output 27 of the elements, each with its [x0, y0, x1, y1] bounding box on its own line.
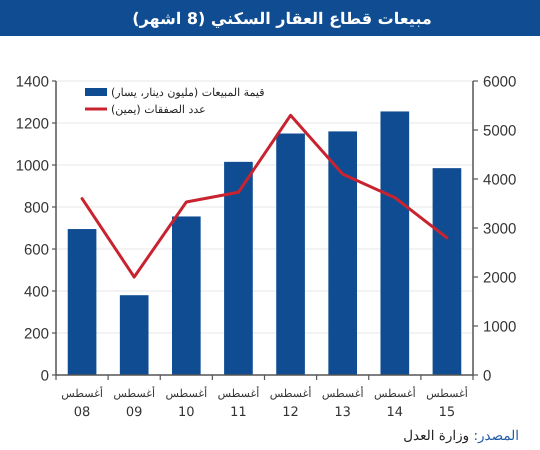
bar — [432, 168, 462, 375]
y2-tick-label: 4000 — [483, 171, 516, 188]
bar — [120, 295, 149, 375]
y2-tick-label: 2000 — [483, 269, 516, 286]
y2-tick-label: 5000 — [483, 122, 516, 140]
bar — [328, 131, 358, 375]
text: المصدر: وزارة العدل — [403, 428, 519, 444]
y2-tick-label: 6000 — [483, 73, 516, 90]
bar — [380, 111, 410, 375]
y2-tick-label: 1000 — [483, 318, 516, 336]
y2-tick-label: 0 — [483, 367, 492, 384]
legend-label: عدد الصفقات (يمين) — [111, 102, 206, 116]
y-tick-label: 1400 — [16, 73, 49, 90]
y-tick-label: 200 — [24, 325, 49, 342]
y-tick-label: 800 — [24, 199, 49, 216]
legend-label: قيمة المبيعات (مليون دينار، يسار) — [111, 86, 264, 99]
bar — [68, 229, 96, 375]
chart-title: مبيعات قطاع العقار السكني (8 اشهر) — [132, 9, 432, 28]
bar — [276, 134, 305, 375]
y2-tick-label: 3000 — [483, 220, 516, 238]
y-tick-label: 0 — [40, 367, 49, 384]
y-tick-label: 1000 — [16, 157, 49, 174]
bar — [172, 216, 201, 375]
bar — [224, 162, 253, 375]
y-tick-label: 600 — [24, 241, 49, 258]
y-tick-label: 400 — [24, 283, 49, 300]
y-tick-label: 1200 — [16, 115, 49, 132]
